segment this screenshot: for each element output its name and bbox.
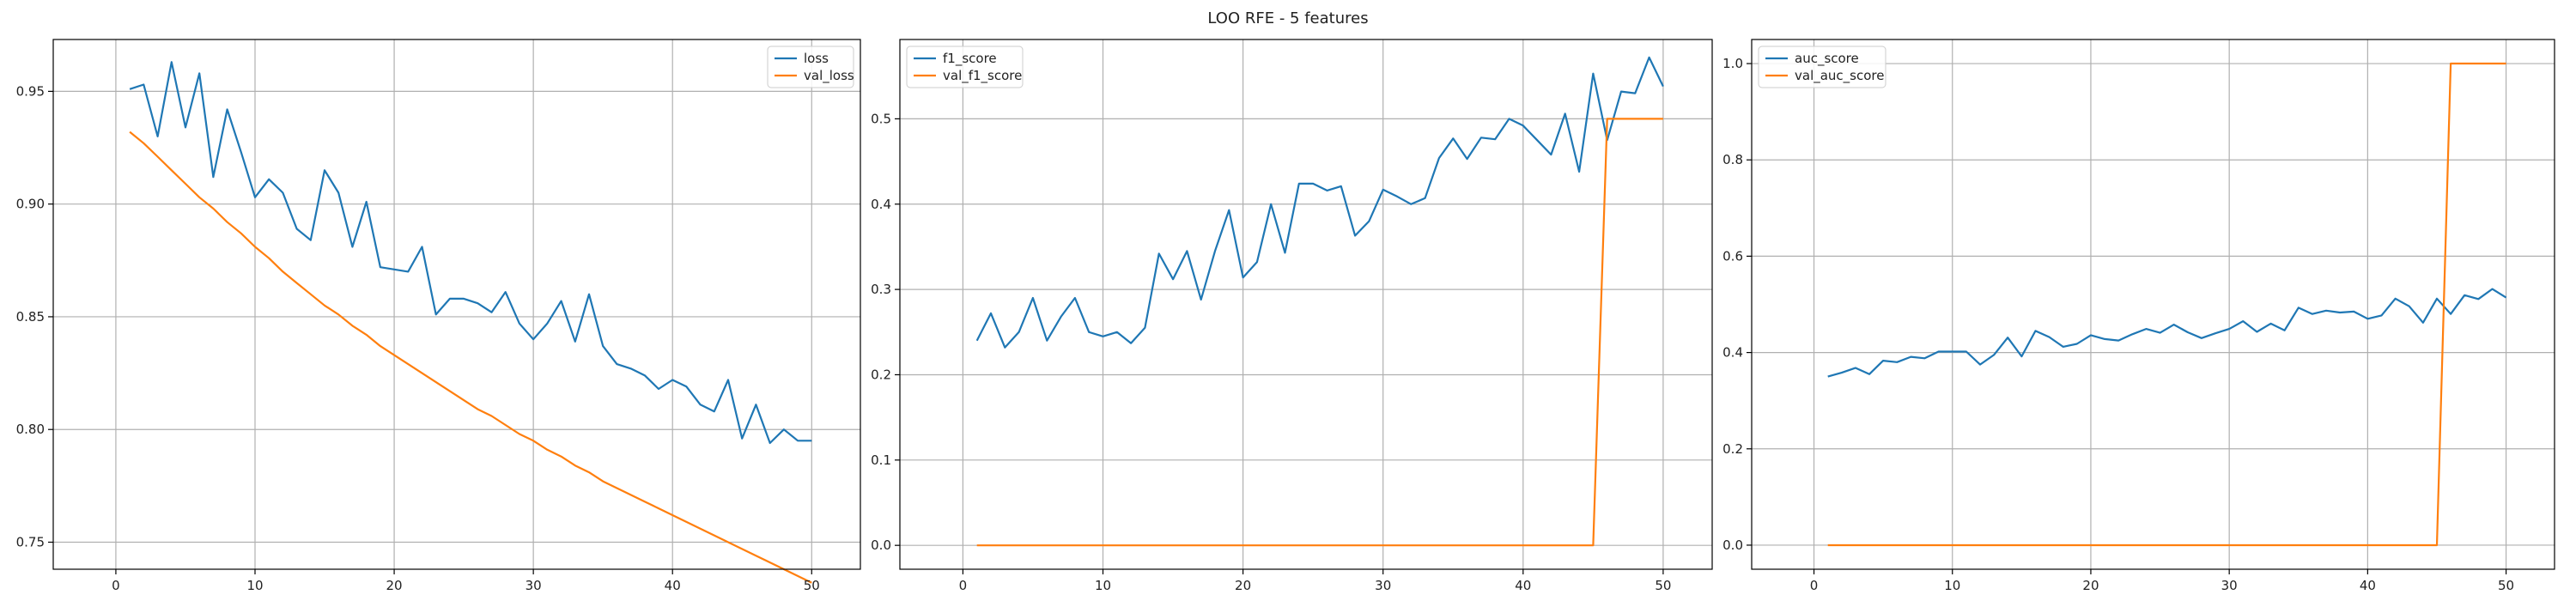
legend-label-loss: loss xyxy=(804,51,829,66)
figure-title: LOO RFE - 5 features xyxy=(1207,9,1368,27)
y-tick-label-5: 1.0 xyxy=(1722,56,1743,71)
y-tick-label-0: 0.75 xyxy=(16,534,45,549)
x-tick-label-3: 30 xyxy=(1375,578,1391,593)
series-line-loss xyxy=(129,61,812,445)
x-tick-label-4: 40 xyxy=(665,578,681,593)
y-tick-label-5: 0.5 xyxy=(871,111,891,126)
axes-frame xyxy=(52,39,861,570)
series-line-val_auc_score xyxy=(1827,62,2506,547)
legend-label-f1_score: f1_score xyxy=(943,51,997,67)
y-tick-label-0: 0.0 xyxy=(1722,537,1743,553)
x-tick-label-5: 50 xyxy=(2498,578,2514,593)
axes-frame xyxy=(899,39,1713,570)
x-tick-label-4: 40 xyxy=(2360,578,2376,593)
legend-label-val_auc_score: val_auc_score xyxy=(1795,68,1885,84)
legend-label-val_f1_score: val_f1_score xyxy=(943,68,1022,84)
x-tick-label-0: 0 xyxy=(1810,578,1819,593)
x-tick-label-1: 10 xyxy=(1095,578,1111,593)
legend-label-val_loss: val_loss xyxy=(804,68,854,84)
subplot-2: 0 10 20 30 40 50 0.0 0.1 0.2 0.3 0.4 0.5 f1_scoreval… xyxy=(871,39,1713,593)
y-tick-label-0: 0.0 xyxy=(871,537,891,553)
series-line-f1_score xyxy=(975,56,1664,349)
x-tick-label-0: 0 xyxy=(959,578,968,593)
x-tick-label-4: 40 xyxy=(1515,578,1531,593)
x-tick-label-2: 20 xyxy=(1235,578,1251,593)
subplot-3: 0 10 20 30 40 50 0.0 0.2 0.4 0.6 0.8 1.0 auc_scoreva… xyxy=(1722,39,2555,593)
y-tick-label-1: 0.80 xyxy=(16,422,45,437)
y-tick-label-4: 0.95 xyxy=(16,83,45,99)
subplot-1: 0 10 20 30 40 50 0.75 0.80 0.85 0.90 0.95 loss val_l… xyxy=(16,39,861,593)
y-tick-label-1: 0.2 xyxy=(1722,441,1743,457)
y-tick-label-3: 0.90 xyxy=(16,197,45,212)
series-line-val_f1_score xyxy=(976,118,1663,547)
x-tick-label-5: 50 xyxy=(1655,578,1671,593)
x-tick-label-0: 0 xyxy=(112,578,120,593)
y-tick-label-4: 0.4 xyxy=(871,197,891,212)
legend-label-auc_score: auc_score xyxy=(1795,51,1859,67)
y-tick-label-3: 0.6 xyxy=(1722,248,1743,264)
subplots: 0 10 20 30 40 500.750.800.850.900.95lossval_l… xyxy=(16,39,2555,593)
x-tick-label-3: 30 xyxy=(2221,578,2238,593)
y-tick-label-2: 0.2 xyxy=(871,367,891,382)
y-tick-label-2: 0.85 xyxy=(16,309,45,325)
x-tick-label-1: 10 xyxy=(246,578,263,593)
series-line-auc_score xyxy=(1827,288,2507,378)
x-tick-label-2: 20 xyxy=(386,578,403,593)
x-tick-label-3: 30 xyxy=(526,578,542,593)
y-tick-label-2: 0.4 xyxy=(1722,345,1743,361)
legend: loss val_loss xyxy=(767,46,854,88)
legend-box xyxy=(767,46,854,88)
x-tick-label-5: 50 xyxy=(804,578,820,593)
y-tick-label-3: 0.3 xyxy=(871,282,891,297)
x-tick-label-2: 20 xyxy=(2082,578,2099,593)
legend-box xyxy=(1758,46,1886,88)
axes-frame xyxy=(1751,39,2555,570)
y-tick-label-1: 0.1 xyxy=(871,452,891,468)
y-tick-label-4: 0.8 xyxy=(1722,152,1743,167)
x-tick-label-1: 10 xyxy=(1944,578,1960,593)
legend-box xyxy=(906,46,1024,88)
series-line-val_loss xyxy=(129,131,812,584)
